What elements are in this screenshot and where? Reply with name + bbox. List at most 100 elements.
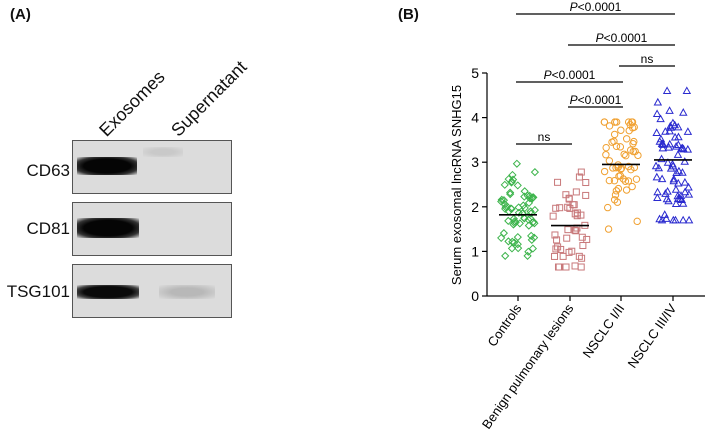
point-0-36	[520, 203, 529, 213]
point-1-15	[564, 226, 572, 234]
point-1-31	[582, 191, 590, 199]
point-2-14	[610, 130, 619, 139]
point-0-58	[499, 196, 509, 205]
point-2-56	[624, 177, 633, 185]
point-1-44	[562, 191, 570, 199]
point-3-32	[673, 178, 683, 187]
point-3-56	[679, 108, 688, 116]
x-tick-label-1: Benign pulmonary lesions	[479, 301, 577, 431]
point-1-8	[549, 212, 557, 220]
point-2-1	[622, 135, 631, 143]
point-2-39	[605, 122, 614, 130]
point-0-56	[512, 159, 521, 168]
point-2-16	[610, 196, 619, 204]
point-3-28	[661, 127, 670, 135]
point-2-54	[620, 150, 628, 158]
point-0-62	[506, 188, 515, 197]
blot-cd63	[72, 140, 232, 194]
point-1-39	[582, 179, 590, 187]
point-1-11	[554, 178, 562, 186]
point-3-14	[671, 185, 681, 193]
point-1-12	[566, 204, 574, 212]
point-2-37	[632, 175, 641, 183]
point-0-66	[513, 232, 522, 242]
point-1-5	[572, 188, 580, 196]
point-3-59	[679, 144, 688, 153]
point-2-19	[622, 186, 631, 194]
point-0-23	[513, 181, 522, 190]
point-1-27	[562, 263, 570, 271]
point-1-30	[557, 245, 565, 253]
point-3-72	[670, 120, 680, 129]
point-3-25	[652, 172, 662, 181]
point-2-52	[604, 225, 613, 233]
point-0-64	[524, 198, 534, 207]
bracket-label-1: P<0.0001	[570, 93, 622, 107]
point-3-62	[684, 215, 694, 224]
panel-a-label: (A)	[10, 6, 31, 23]
point-0-48	[513, 240, 522, 249]
point-2-53	[612, 142, 621, 150]
point-0-28	[507, 244, 517, 253]
point-0-65	[499, 229, 509, 238]
y-axis-label: Serum exosomal lncRNA SNHG15	[449, 85, 464, 285]
point-3-0	[653, 193, 662, 202]
point-3-1	[678, 199, 688, 207]
point-2-22	[629, 139, 637, 148]
point-0-11	[500, 180, 509, 189]
point-0-69	[500, 200, 510, 209]
band-cd63-exosomes	[77, 157, 137, 175]
band-tsg101-supernatant	[159, 285, 215, 299]
point-3-42	[665, 106, 674, 114]
point-2-9	[600, 167, 609, 176]
point-0-33	[504, 216, 513, 225]
point-1-19	[552, 245, 560, 253]
point-0-63	[520, 187, 529, 196]
point-1-20	[552, 204, 560, 212]
y-tick-label-0: 0	[471, 288, 479, 304]
point-0-22	[520, 192, 529, 201]
point-2-10	[611, 191, 620, 199]
point-0-54	[509, 214, 518, 223]
point-2-34	[626, 146, 635, 154]
point-0-45	[524, 221, 533, 230]
point-3-18	[652, 109, 662, 118]
point-3-50	[682, 86, 692, 95]
bracket-label-0: ns	[538, 130, 551, 144]
x-tick-label-3: NSCLC III/IV	[624, 301, 679, 371]
point-0-41	[508, 175, 518, 184]
point-3-65	[666, 164, 676, 172]
blot-tsg101	[72, 264, 232, 318]
point-1-22	[553, 236, 561, 244]
point-3-29	[653, 187, 662, 196]
point-1-32	[571, 262, 579, 270]
y-tick-label-2: 2	[471, 199, 479, 215]
point-0-35	[508, 237, 517, 246]
point-3-27	[665, 126, 674, 135]
point-3-64	[674, 132, 683, 141]
point-3-47	[680, 177, 690, 186]
point-2-59	[600, 118, 609, 126]
point-2-11	[633, 217, 641, 226]
point-3-57	[673, 191, 682, 200]
point-3-8	[683, 144, 693, 153]
point-3-2	[669, 174, 679, 183]
y-tick-label-3: 3	[471, 154, 479, 170]
point-0-67	[527, 235, 536, 244]
point-2-49	[608, 138, 616, 146]
y-tick-label-1: 1	[471, 243, 479, 259]
point-0-59	[519, 201, 528, 210]
blot-label-cd81: CD81	[26, 219, 70, 238]
point-1-18	[578, 233, 586, 241]
point-0-53	[528, 244, 537, 253]
point-3-16	[657, 174, 667, 183]
point-3-58	[684, 190, 694, 198]
point-1-37	[577, 211, 585, 219]
point-0-8	[514, 244, 523, 253]
point-3-9	[669, 176, 678, 185]
point-0-37	[507, 177, 516, 186]
point-2-55	[616, 143, 625, 151]
point-0-68	[523, 251, 532, 260]
x-tick-label-0: Controls	[484, 301, 524, 350]
